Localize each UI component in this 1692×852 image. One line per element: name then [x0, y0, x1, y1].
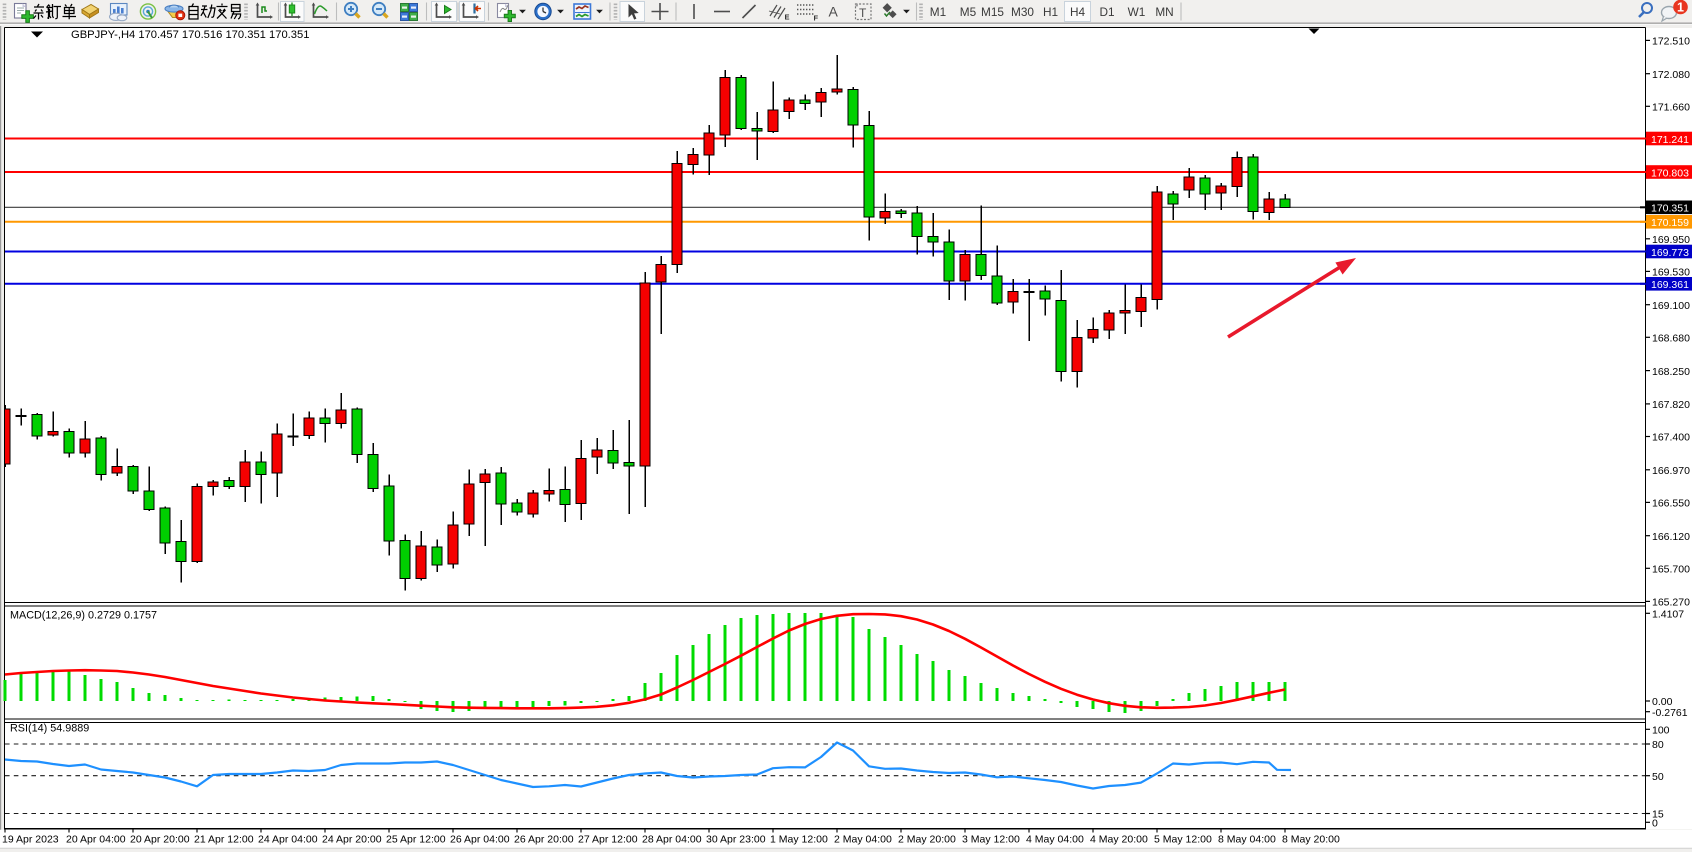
svg-text:24 Apr 04:00: 24 Apr 04:00: [258, 834, 318, 846]
svg-text:28 Apr 04:00: 28 Apr 04:00: [642, 834, 702, 846]
svg-text:19 Apr 2023: 19 Apr 2023: [2, 834, 59, 846]
svg-text:5 May 12:00: 5 May 12:00: [1154, 834, 1212, 846]
svg-text:50: 50: [1652, 771, 1664, 783]
svg-text:1.4107: 1.4107: [1652, 609, 1684, 621]
svg-text:GBPJPY-,H4 170.457 170.516 17: GBPJPY-,H4 170.457 170.516 170.351 170.3…: [71, 29, 309, 41]
svg-text:F: F: [814, 14, 819, 23]
svg-text:20 Apr 20:00: 20 Apr 20:00: [130, 834, 190, 846]
svg-text:M30: M30: [1011, 5, 1034, 19]
svg-text:-0.2761: -0.2761: [1652, 707, 1688, 719]
svg-text:168.250: 168.250: [1652, 366, 1690, 378]
svg-text:1: 1: [1677, 0, 1684, 14]
svg-text:0.00: 0.00: [1652, 696, 1673, 708]
svg-text:171.660: 171.660: [1652, 102, 1690, 114]
svg-text:2 May 04:00: 2 May 04:00: [834, 834, 892, 846]
svg-text:26 Apr 04:00: 26 Apr 04:00: [450, 834, 510, 846]
svg-text:169.100: 169.100: [1652, 300, 1690, 312]
svg-text:167.820: 167.820: [1652, 399, 1690, 411]
svg-text:2 May 20:00: 2 May 20:00: [898, 834, 956, 846]
svg-text:27 Apr 12:00: 27 Apr 12:00: [578, 834, 638, 846]
svg-text:0: 0: [1652, 818, 1658, 830]
svg-text:4 May 04:00: 4 May 04:00: [1026, 834, 1084, 846]
svg-text:166.550: 166.550: [1652, 498, 1690, 510]
svg-text:E: E: [785, 13, 790, 22]
svg-text:MN: MN: [1155, 5, 1173, 19]
svg-text:D1: D1: [1099, 5, 1114, 19]
svg-text:172.080: 172.080: [1652, 69, 1690, 81]
svg-text:30 Apr 23:00: 30 Apr 23:00: [706, 834, 766, 846]
svg-text:170.803: 170.803: [1651, 167, 1689, 179]
svg-text:172.510: 172.510: [1652, 36, 1690, 48]
svg-text:T: T: [859, 6, 867, 20]
svg-text:15: 15: [1652, 809, 1664, 821]
svg-text:170.351: 170.351: [1651, 203, 1689, 215]
svg-text:165.270: 165.270: [1652, 597, 1690, 609]
svg-text:M1: M1: [930, 5, 946, 19]
svg-text:8 May 20:00: 8 May 20:00: [1282, 834, 1340, 846]
svg-text:H4: H4: [1070, 5, 1086, 19]
svg-text:8 May 04:00: 8 May 04:00: [1218, 834, 1276, 846]
svg-text:169.530: 169.530: [1652, 267, 1690, 279]
svg-text:4 May 20:00: 4 May 20:00: [1090, 834, 1148, 846]
svg-text:168.680: 168.680: [1652, 333, 1690, 345]
svg-text:3 May 12:00: 3 May 12:00: [962, 834, 1020, 846]
svg-text:166.970: 166.970: [1652, 465, 1690, 477]
svg-text:169.950: 169.950: [1652, 234, 1690, 246]
svg-text:100: 100: [1652, 725, 1670, 737]
svg-text:A: A: [829, 4, 839, 20]
svg-text:21 Apr 12:00: 21 Apr 12:00: [194, 834, 254, 846]
svg-text:25 Apr 12:00: 25 Apr 12:00: [386, 834, 446, 846]
svg-text:165.700: 165.700: [1652, 564, 1690, 576]
svg-text:W1: W1: [1128, 5, 1146, 19]
svg-text:1 May 12:00: 1 May 12:00: [770, 834, 828, 846]
svg-text:MACD(12,26,9) 0.2729 0.1757: MACD(12,26,9) 0.2729 0.1757: [10, 610, 157, 622]
svg-text:80: 80: [1652, 739, 1664, 751]
svg-text:24 Apr 20:00: 24 Apr 20:00: [322, 834, 382, 846]
svg-text:M15: M15: [981, 5, 1004, 19]
svg-text:H1: H1: [1043, 5, 1058, 19]
svg-text:167.400: 167.400: [1652, 432, 1690, 444]
svg-text:166.120: 166.120: [1652, 531, 1690, 543]
svg-text:RSI(14) 54.9889: RSI(14) 54.9889: [10, 723, 89, 735]
svg-text:20 Apr 04:00: 20 Apr 04:00: [66, 834, 126, 846]
svg-text:26 Apr 20:00: 26 Apr 20:00: [514, 834, 574, 846]
svg-text:169.773: 169.773: [1651, 247, 1689, 259]
svg-text:171.241: 171.241: [1651, 134, 1689, 146]
svg-text:M5: M5: [960, 5, 977, 19]
svg-text:169.361: 169.361: [1651, 279, 1689, 291]
svg-text:170.159: 170.159: [1651, 217, 1689, 229]
